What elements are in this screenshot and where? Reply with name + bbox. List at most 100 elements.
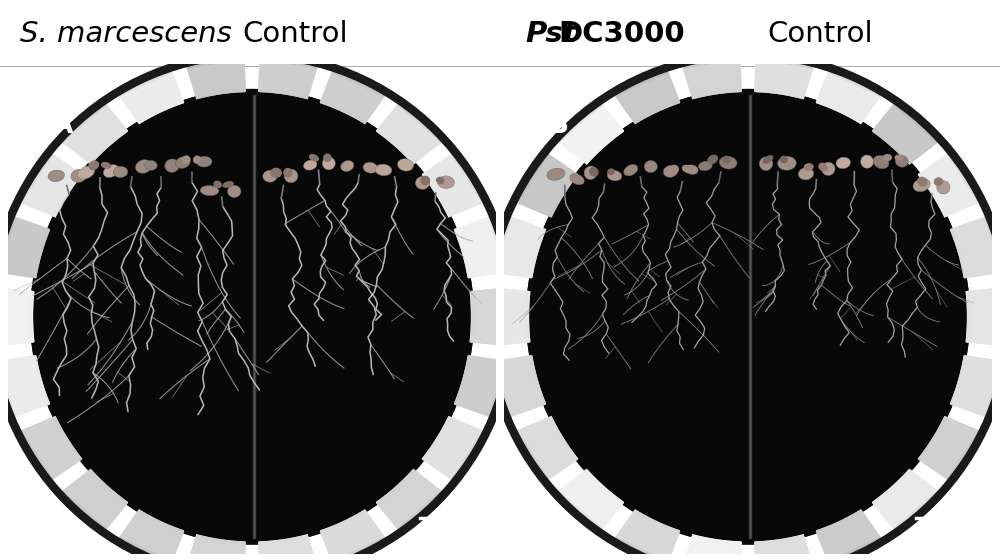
Polygon shape: [559, 105, 624, 164]
Polygon shape: [816, 72, 880, 123]
Ellipse shape: [283, 168, 292, 178]
Ellipse shape: [917, 176, 928, 186]
Polygon shape: [918, 155, 978, 217]
Polygon shape: [0, 356, 49, 416]
Polygon shape: [63, 105, 128, 164]
Polygon shape: [559, 470, 624, 529]
Polygon shape: [187, 59, 245, 99]
Ellipse shape: [77, 166, 95, 179]
Ellipse shape: [873, 156, 889, 169]
Ellipse shape: [101, 162, 111, 169]
Ellipse shape: [882, 154, 892, 161]
Ellipse shape: [759, 157, 773, 171]
Polygon shape: [966, 288, 1000, 346]
Polygon shape: [491, 288, 530, 346]
Polygon shape: [376, 105, 441, 164]
Polygon shape: [816, 510, 880, 560]
Polygon shape: [320, 510, 384, 560]
Polygon shape: [320, 72, 384, 123]
Polygon shape: [120, 510, 184, 560]
Polygon shape: [518, 155, 578, 217]
Ellipse shape: [780, 156, 788, 164]
Ellipse shape: [322, 157, 335, 170]
Ellipse shape: [135, 160, 152, 173]
Polygon shape: [683, 535, 741, 560]
Ellipse shape: [193, 156, 201, 164]
Polygon shape: [63, 470, 128, 529]
Polygon shape: [872, 105, 937, 164]
Ellipse shape: [436, 177, 444, 184]
Ellipse shape: [698, 161, 712, 171]
Polygon shape: [120, 72, 184, 123]
Ellipse shape: [723, 156, 730, 163]
Ellipse shape: [818, 162, 828, 171]
Ellipse shape: [222, 181, 234, 188]
Polygon shape: [616, 72, 680, 123]
Ellipse shape: [624, 165, 638, 176]
Ellipse shape: [420, 176, 430, 185]
Polygon shape: [259, 59, 317, 99]
Ellipse shape: [145, 160, 157, 170]
Polygon shape: [320, 510, 384, 560]
Ellipse shape: [526, 89, 970, 544]
Ellipse shape: [398, 158, 413, 171]
Polygon shape: [816, 510, 880, 560]
Polygon shape: [0, 288, 34, 346]
Ellipse shape: [934, 178, 943, 186]
Polygon shape: [187, 535, 245, 560]
Polygon shape: [455, 356, 505, 416]
Ellipse shape: [589, 167, 599, 176]
Polygon shape: [872, 470, 937, 529]
Polygon shape: [0, 356, 49, 416]
Ellipse shape: [200, 185, 219, 195]
Text: Control: Control: [242, 20, 348, 48]
Ellipse shape: [284, 169, 298, 183]
Polygon shape: [559, 105, 624, 164]
Ellipse shape: [895, 155, 908, 167]
Ellipse shape: [363, 162, 378, 173]
Polygon shape: [455, 217, 505, 278]
Polygon shape: [495, 217, 545, 278]
Polygon shape: [187, 535, 245, 560]
Polygon shape: [259, 59, 317, 99]
Ellipse shape: [644, 160, 657, 172]
Polygon shape: [22, 155, 82, 217]
Polygon shape: [951, 217, 1000, 278]
Ellipse shape: [822, 162, 835, 175]
Ellipse shape: [182, 155, 191, 164]
Polygon shape: [0, 288, 34, 346]
Polygon shape: [951, 356, 1000, 416]
Polygon shape: [455, 356, 505, 416]
Polygon shape: [470, 288, 509, 346]
Polygon shape: [120, 510, 184, 560]
Ellipse shape: [607, 169, 615, 175]
Ellipse shape: [663, 165, 678, 178]
Polygon shape: [495, 356, 545, 416]
Text: Control: Control: [767, 20, 873, 48]
Polygon shape: [491, 288, 530, 346]
Polygon shape: [966, 288, 1000, 346]
Ellipse shape: [196, 156, 212, 167]
Polygon shape: [320, 72, 384, 123]
Polygon shape: [120, 72, 184, 123]
Ellipse shape: [526, 89, 970, 544]
Polygon shape: [455, 217, 505, 278]
Polygon shape: [422, 155, 482, 217]
Polygon shape: [918, 417, 978, 479]
Polygon shape: [259, 535, 317, 560]
Ellipse shape: [719, 156, 737, 169]
Ellipse shape: [323, 153, 332, 162]
Polygon shape: [616, 72, 680, 123]
Polygon shape: [495, 217, 545, 278]
Ellipse shape: [48, 170, 64, 181]
Ellipse shape: [937, 181, 950, 194]
Polygon shape: [518, 155, 578, 217]
Polygon shape: [951, 217, 1000, 278]
Ellipse shape: [682, 165, 694, 174]
Ellipse shape: [88, 160, 99, 170]
Ellipse shape: [437, 176, 455, 188]
Ellipse shape: [375, 164, 392, 176]
Ellipse shape: [103, 165, 119, 178]
Ellipse shape: [547, 168, 565, 180]
Ellipse shape: [263, 170, 277, 182]
